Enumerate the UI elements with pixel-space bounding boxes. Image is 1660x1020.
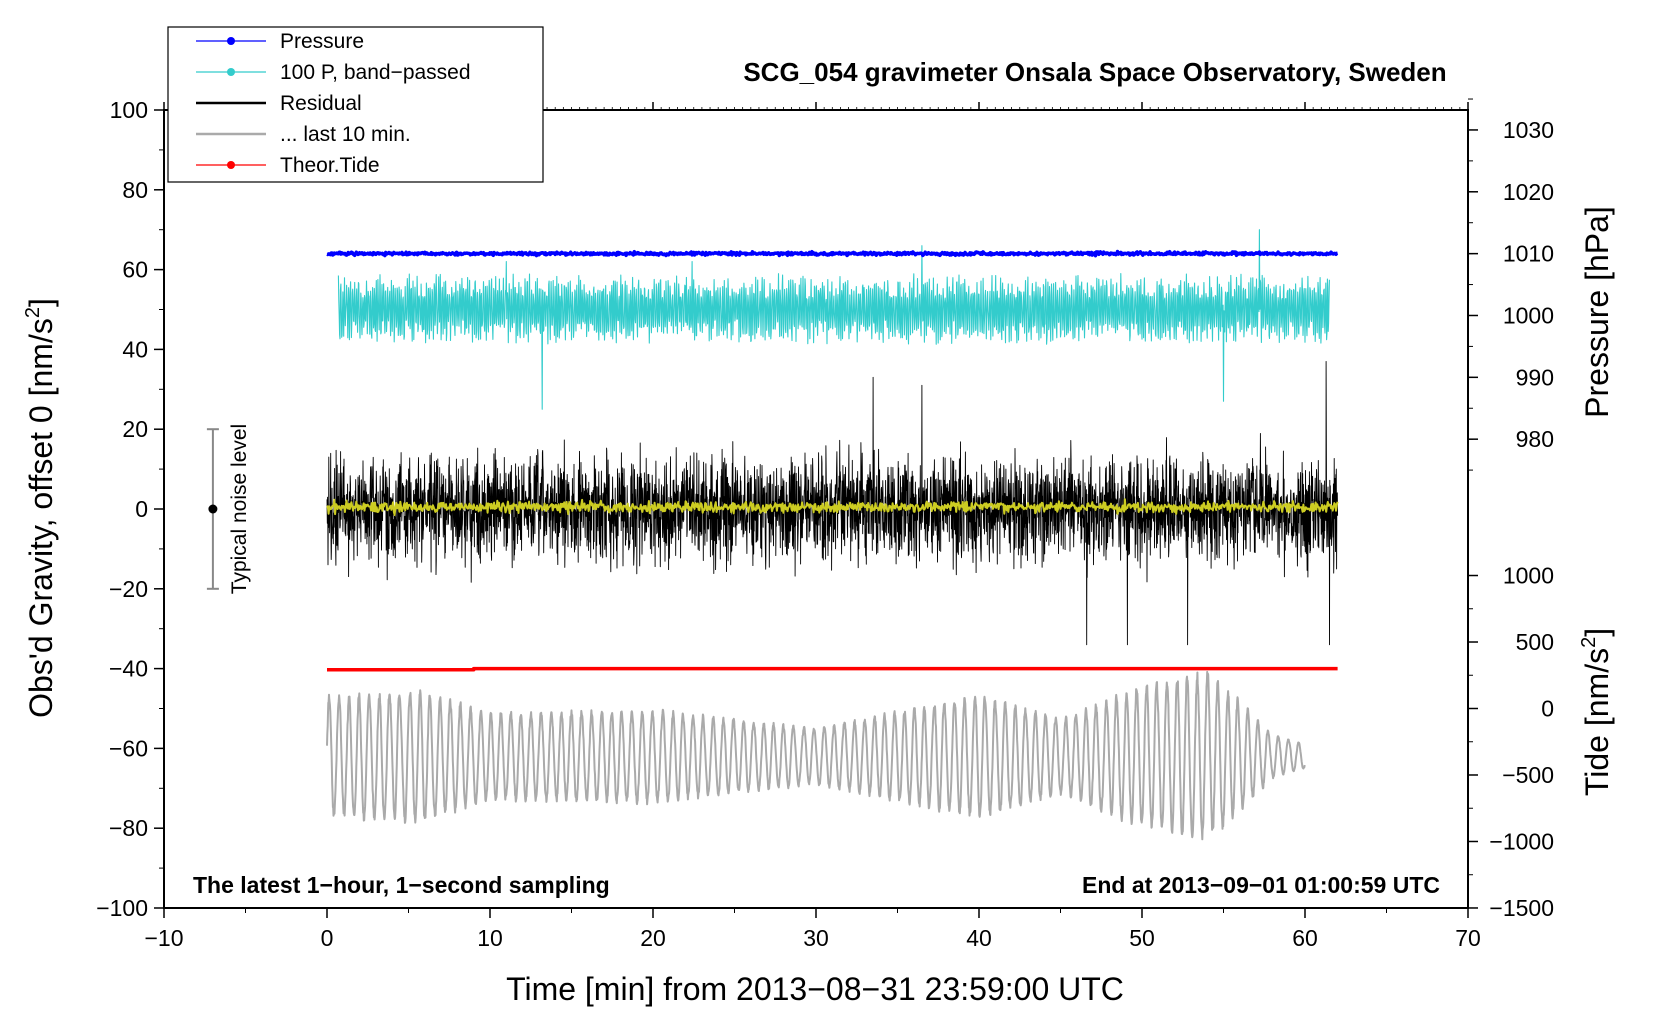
y-axis-title-left-tail: ]: [23, 298, 59, 307]
chart-title: SCG_054 gravimeter Onsala Space Observat…: [743, 57, 1446, 87]
series-theor-tide: [327, 666, 1338, 672]
y-axis-title-tide-tail: ]: [1579, 628, 1615, 637]
legend-marker: [227, 37, 235, 45]
legend-label: Pressure: [280, 30, 364, 53]
y-tick-label: −20: [109, 576, 148, 602]
annotation-left: The latest 1−hour, 1−second sampling: [193, 872, 610, 898]
pressure-tick-label: 1010: [1503, 241, 1554, 267]
pressure-tick-label: 1000: [1503, 302, 1554, 328]
legend-box: [167, 26, 544, 183]
y-axis-title-tide-sup: 2: [1578, 637, 1600, 648]
y-axis-title-pressure: Pressure [hPa]: [1579, 206, 1615, 418]
axis-layer: −10 0 10 20 30 40 50 60 70100806040200−20−40−60−…: [96, 97, 1554, 951]
y-tick-label: −60: [109, 735, 148, 761]
tide-tick-label: 0: [1541, 696, 1554, 722]
pressure-tick-label: 980: [1516, 426, 1554, 452]
y-tick-label: −80: [109, 815, 148, 841]
y-tick-label: 100: [110, 97, 148, 123]
tide-tick-label: 1000: [1503, 563, 1554, 589]
x-tick-label: 0: [321, 925, 334, 951]
tide-tick-label: −1500: [1489, 895, 1554, 921]
tide-tick-label: 500: [1516, 629, 1554, 655]
x-tick-label: 20: [640, 925, 666, 951]
x-tick-label: −10: [144, 925, 183, 951]
y-tick-label: −100: [96, 895, 148, 921]
series-smoothed-residual: [326, 498, 1339, 516]
y-tick-label: 0: [135, 496, 148, 522]
y-axis-title-left-text: Obs'd Gravity, offset 0 [nm/s: [23, 318, 59, 718]
pressure-tick-label: 990: [1516, 364, 1554, 390]
pressure-tick-label: 1020: [1503, 179, 1554, 205]
y-tick-label: 40: [122, 336, 148, 362]
x-tick-label: 30: [803, 925, 829, 951]
legend-label: 100 P, band−passed: [280, 61, 471, 84]
series-100-p-band-passed: [337, 229, 1330, 410]
series-residual: [326, 360, 1339, 646]
x-tick-label: 60: [1292, 925, 1318, 951]
tide-tick-label: −1000: [1489, 828, 1554, 854]
legend-marker: [227, 161, 235, 169]
series-last-10-min: [326, 670, 1306, 841]
noise-bar: Typical noise level: [206, 424, 251, 594]
series-pressure: [326, 249, 1339, 258]
y-axis-title-left-sup: 2: [22, 307, 44, 318]
y-tick-label: −40: [109, 656, 148, 682]
y-tick-label: 80: [122, 177, 148, 203]
legend-label: ... last 10 min.: [280, 123, 411, 146]
legend-label: Residual: [280, 92, 362, 115]
x-tick-label: 70: [1455, 925, 1481, 951]
noise-bar-label: Typical noise level: [228, 424, 251, 594]
legend: Pressure 100 P, band−passed Residual ... la…: [167, 26, 544, 183]
legend-marker: [227, 68, 235, 76]
pressure-tick-label: 1030: [1503, 117, 1554, 143]
x-tick-label: 40: [966, 925, 992, 951]
legend-label: Theor.Tide: [280, 154, 380, 177]
y-axis-title-tide: Tide [nm/s2]: [1578, 628, 1615, 796]
tide-tick-label: −500: [1502, 762, 1554, 788]
annotation-right: End at 2013−09−01 01:00:59 UTC: [1082, 872, 1440, 898]
noise-bar-dot: [208, 504, 218, 514]
y-axis-title-left: Obs'd Gravity, offset 0 [nm/s2]: [22, 298, 59, 718]
y-tick-label: 60: [122, 257, 148, 283]
x-tick-label: 10: [477, 925, 503, 951]
x-tick-label: 50: [1129, 925, 1155, 951]
series-layer: [326, 229, 1339, 841]
y-tick-label: 20: [122, 416, 148, 442]
x-axis-title: Time [min] from 2013−08−31 23:59:00 UTC: [506, 971, 1124, 1007]
y-axis-title-tide-text: Tide [nm/s: [1579, 648, 1615, 796]
